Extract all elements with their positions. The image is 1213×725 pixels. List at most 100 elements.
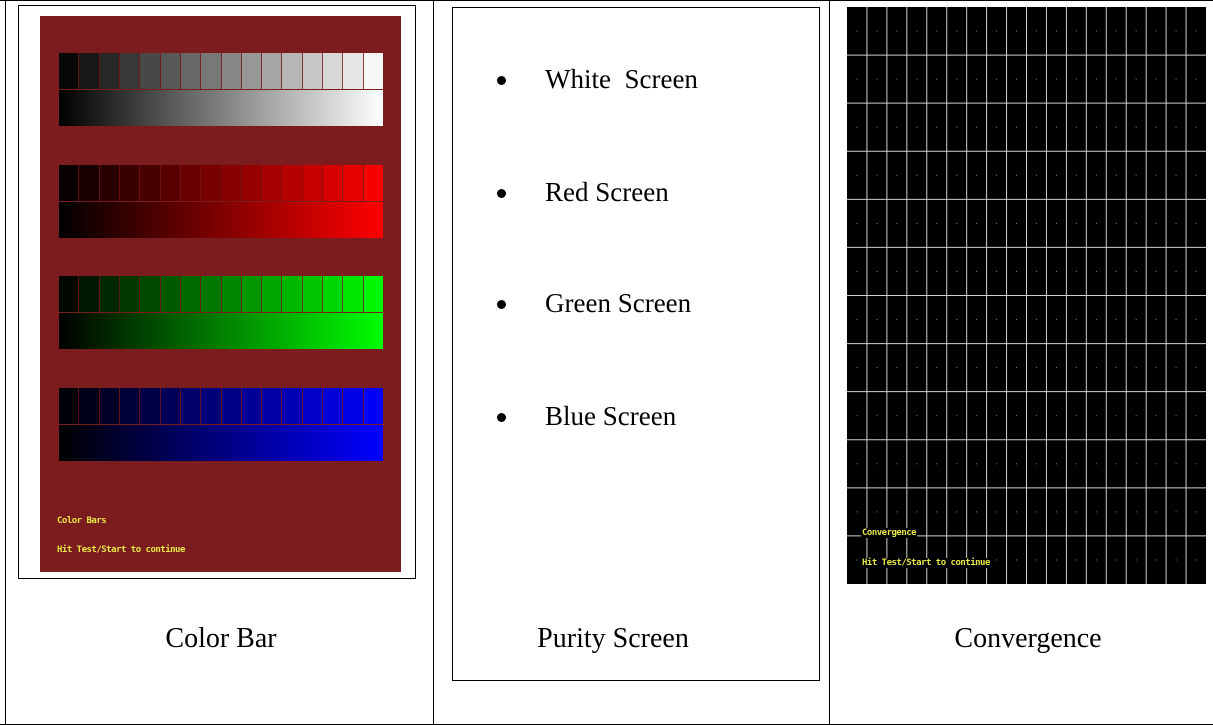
- gray-steps: [59, 53, 383, 89]
- red-step: [59, 165, 80, 201]
- grid-dot: [876, 511, 878, 513]
- green-step: [59, 276, 80, 312]
- grid-dot: [916, 415, 918, 417]
- grid-dot: [916, 222, 918, 224]
- grid-dot: [976, 30, 978, 32]
- green-step: [343, 276, 364, 312]
- grid-dot: [936, 126, 938, 128]
- grid-dot: [1195, 415, 1197, 417]
- bullet-icon: [497, 299, 506, 309]
- gray-step: [363, 53, 383, 89]
- grid-dot: [956, 415, 958, 417]
- blue-step: [99, 388, 120, 424]
- grid-dot: [976, 415, 978, 417]
- grid-dot: [856, 367, 858, 369]
- grid-dot: [1016, 319, 1018, 321]
- grid-dot: [1016, 559, 1018, 561]
- grid-dot: [1095, 319, 1097, 321]
- grid-dot: [996, 511, 998, 513]
- grid-dot: [1095, 30, 1097, 32]
- grid-dot: [856, 319, 858, 321]
- grid-dot: [1175, 126, 1177, 128]
- grid-dot: [896, 367, 898, 369]
- grid-dot: [936, 367, 938, 369]
- grid-dot: [1055, 126, 1057, 128]
- gray-step: [302, 53, 324, 89]
- grid-dot: [1035, 319, 1037, 321]
- grid-dot: [956, 367, 958, 369]
- grid-dot: [1175, 511, 1177, 513]
- grid-dot: [1075, 511, 1077, 513]
- red-steps: [59, 165, 383, 201]
- grid-dot: [936, 30, 938, 32]
- gray-step: [119, 53, 141, 89]
- grid-dot: [876, 367, 878, 369]
- grid-dot: [1035, 270, 1037, 272]
- grid-dot: [876, 319, 878, 321]
- grid-dot: [1115, 174, 1117, 176]
- grid-dot: [1155, 126, 1157, 128]
- convergence-caption: Convergence: [954, 623, 1102, 654]
- grid-dot: [916, 511, 918, 513]
- grid-dot: [1115, 415, 1117, 417]
- grid-dot: [956, 319, 958, 321]
- grid-dot: [1195, 174, 1197, 176]
- grid-dot: [1055, 559, 1057, 561]
- grid-dot: [876, 174, 878, 176]
- blue-step: [262, 388, 283, 424]
- blue-step: [282, 388, 303, 424]
- gray-step: [160, 53, 181, 89]
- grid-dot: [876, 30, 878, 32]
- grid-dot: [1016, 30, 1018, 32]
- red-gradient: [59, 202, 383, 238]
- grid-dot: [1035, 126, 1037, 128]
- table-border-left: [5, 0, 6, 725]
- grid-dot: [896, 78, 898, 80]
- grid-dot: [1016, 463, 1018, 465]
- grid-dot: [876, 78, 878, 80]
- blue-step: [241, 388, 263, 424]
- grid-dot: [996, 559, 998, 561]
- grid-dot: [1115, 559, 1117, 561]
- grid-dot: [1155, 78, 1157, 80]
- grid-dot: [1016, 270, 1018, 272]
- grid-dot: [876, 222, 878, 224]
- grid-dot: [916, 126, 918, 128]
- blue-step: [363, 388, 383, 424]
- red-step: [79, 165, 100, 201]
- grid-dot: [1175, 78, 1177, 80]
- green-step: [160, 276, 181, 312]
- purity-caption: Purity Screen: [537, 623, 689, 654]
- grid-dot: [856, 559, 858, 561]
- grid-dot: [1115, 367, 1117, 369]
- grid-dot: [1055, 78, 1057, 80]
- red-step: [302, 165, 324, 201]
- blue-step: [160, 388, 181, 424]
- grid-dot: [996, 463, 998, 465]
- grid-dot: [1155, 367, 1157, 369]
- grid-dot: [976, 78, 978, 80]
- grid-dot: [1095, 367, 1097, 369]
- blue-gradient: [59, 425, 383, 461]
- grid-dot: [1035, 30, 1037, 32]
- grid-dot: [1115, 463, 1117, 465]
- red-step: [201, 165, 222, 201]
- grid-dot: [1016, 174, 1018, 176]
- green-steps: [59, 276, 383, 312]
- gray-step: [241, 53, 263, 89]
- grid-dot: [1075, 463, 1077, 465]
- grid-dot: [996, 174, 998, 176]
- grid-dot: [1115, 126, 1117, 128]
- grid-dot: [1195, 270, 1197, 272]
- grid-dot: [1095, 126, 1097, 128]
- grid-dot: [996, 415, 998, 417]
- grid-dot: [1195, 30, 1197, 32]
- grid-dot: [896, 126, 898, 128]
- grid-dot: [1175, 222, 1177, 224]
- grid-dot: [1095, 222, 1097, 224]
- grid-dot: [1095, 78, 1097, 80]
- grid-dot: [956, 222, 958, 224]
- grid-dot: [876, 415, 878, 417]
- grid-dot: [996, 270, 998, 272]
- grid-dot: [936, 319, 938, 321]
